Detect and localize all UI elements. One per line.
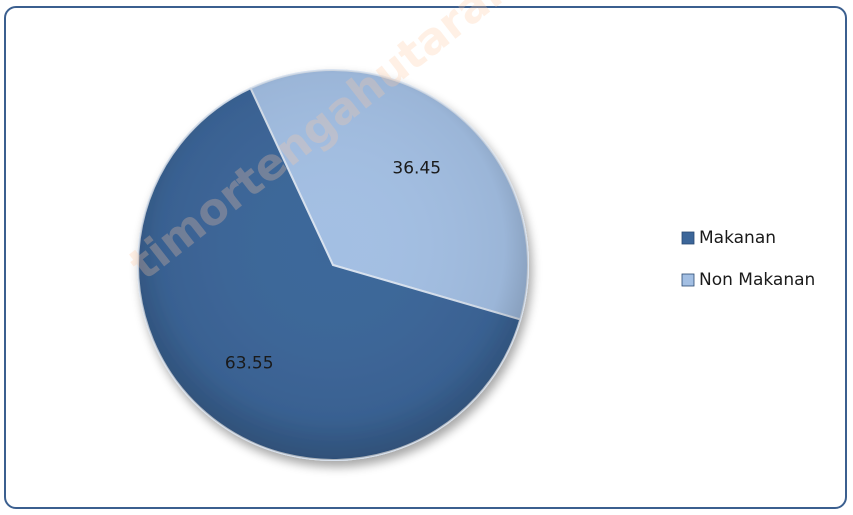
pie-gloss xyxy=(138,70,528,460)
data-label-non-makanan: 36.45 xyxy=(392,158,441,178)
legend-swatch-non-makanan xyxy=(681,273,695,287)
pie-slices xyxy=(137,69,529,461)
legend-label-makanan: Makanan xyxy=(699,228,776,248)
legend-swatch-makanan xyxy=(681,231,695,245)
legend-label-non-makanan: Non Makanan xyxy=(699,270,815,290)
data-labels: 36.45 63.55 xyxy=(225,158,441,373)
data-label-makanan: 63.55 xyxy=(225,354,274,374)
legend: Makanan Non Makanan xyxy=(681,228,815,290)
